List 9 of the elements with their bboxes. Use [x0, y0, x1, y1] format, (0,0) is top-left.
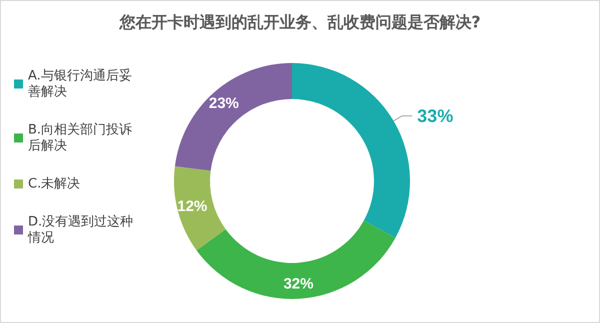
legend-label: A.与银行沟通后妥善解决	[28, 68, 132, 100]
legend-label: D.没有遇到过这种情况	[27, 214, 134, 246]
data-label: 12%	[177, 198, 208, 216]
data-label: 32%	[283, 275, 314, 292]
legend-label: B.向相关部门投诉后解决	[28, 122, 132, 154]
data-label: 33%	[417, 106, 454, 126]
legend-label: C.未解决	[28, 176, 80, 192]
chart-title: 您在开卡时遇到的乱开业务、乱收费问题是否解决?	[118, 12, 481, 32]
data-label: 23%	[208, 95, 239, 112]
